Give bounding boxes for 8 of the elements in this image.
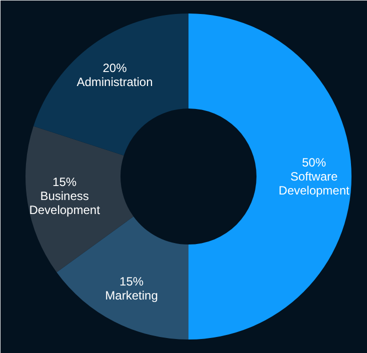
slice-label: Marketing	[105, 288, 158, 302]
data-label: 20%	[102, 60, 128, 75]
data-label: 15%	[52, 175, 77, 190]
slice-label: Business Development	[29, 189, 101, 218]
slice-label: Software Development	[278, 170, 350, 198]
slice-label: Administration	[76, 74, 153, 89]
data-label: 50%	[302, 156, 326, 170]
data-label: 15%	[120, 274, 144, 288]
